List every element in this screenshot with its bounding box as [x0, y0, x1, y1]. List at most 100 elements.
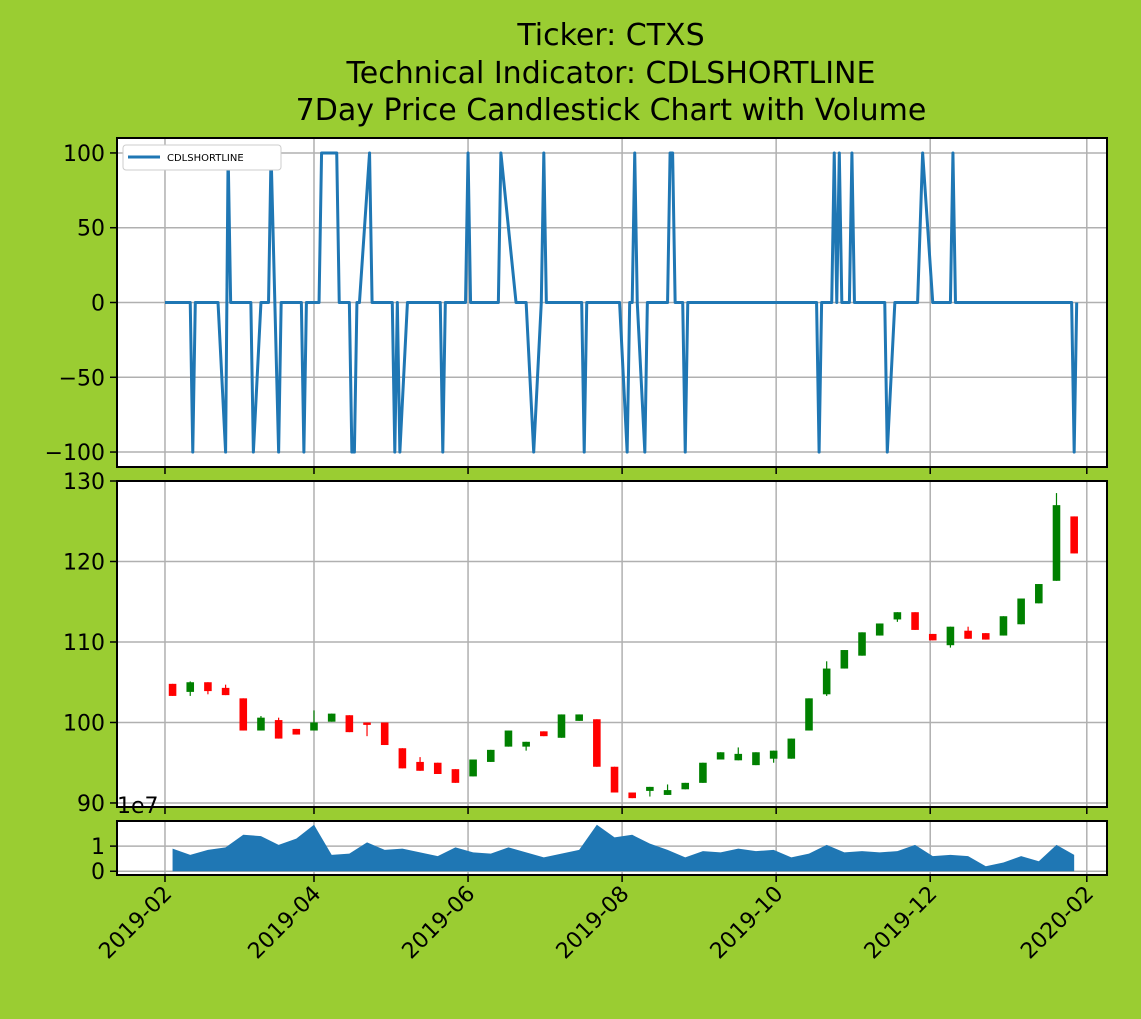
- candle-up: [858, 632, 866, 656]
- y-tick-label: 100: [63, 711, 105, 736]
- candle-down: [204, 682, 212, 695]
- y-tick-labels: 100 50 0 −50 −100: [45, 142, 105, 466]
- candle-up: [327, 713, 336, 722]
- candle-down: [928, 633, 937, 641]
- y-ticks: [110, 480, 117, 804]
- x-ticks: [164, 467, 1088, 474]
- candle-body: [787, 738, 796, 759]
- candle-body: [451, 769, 460, 783]
- candle-up: [699, 762, 707, 783]
- candle-down: [628, 792, 636, 799]
- candle-body: [345, 715, 354, 733]
- candle-body: [981, 633, 990, 640]
- candle-body: [999, 616, 1008, 636]
- indicator-panel: 100 50 0 −50 −100 CDLSHORTLINE: [45, 137, 1108, 474]
- candle-up: [716, 752, 725, 760]
- x-ticks: [164, 807, 1088, 814]
- candle-body: [327, 713, 336, 722]
- candle-body: [310, 722, 318, 731]
- chart-title: Ticker: CTXS Technical Indicator: CDLSHO…: [296, 18, 927, 128]
- candle-down: [274, 717, 283, 739]
- y-tick-label: 50: [77, 217, 105, 242]
- candle-up: [875, 623, 884, 636]
- candle-body: [504, 730, 513, 747]
- candle-down: [1070, 516, 1078, 554]
- candle-up: [946, 626, 955, 648]
- y-tick-labels: 01: [91, 835, 105, 885]
- candle-down: [363, 722, 371, 737]
- candle-down: [239, 698, 248, 731]
- candle-body: [204, 682, 212, 692]
- candle-down: [981, 633, 990, 640]
- candle-body: [1035, 584, 1043, 604]
- candle-body: [875, 623, 884, 636]
- candle-up: [787, 738, 796, 759]
- y-tick-label: −100: [45, 441, 105, 466]
- title-line-2: Technical Indicator: CDLSHORTLINE: [346, 56, 876, 91]
- candle-up: [893, 612, 902, 622]
- y-ticks: [110, 845, 117, 872]
- y-tick-label: 1: [91, 835, 105, 860]
- candle-up: [752, 752, 760, 766]
- candle-up: [310, 710, 318, 731]
- candle-down: [433, 762, 442, 774]
- plot-border: [116, 820, 1108, 876]
- legend: CDLSHORTLINE: [122, 144, 282, 171]
- candle-body: [1017, 598, 1025, 625]
- candle-up: [186, 681, 195, 696]
- candle-down: [540, 731, 548, 737]
- candle-up: [486, 749, 495, 762]
- candle-body: [221, 687, 230, 696]
- candle-body: [274, 720, 283, 739]
- candle-up: [522, 741, 530, 751]
- candle-body: [663, 790, 672, 795]
- candle-body: [1052, 505, 1061, 581]
- candle-down: [345, 715, 354, 733]
- title-line-3: 7Day Price Candlestick Chart with Volume: [296, 93, 927, 128]
- candle-up: [769, 750, 778, 763]
- candle-up: [663, 784, 672, 795]
- legend-box: [122, 144, 282, 171]
- candle-up: [681, 782, 690, 790]
- candle-body: [257, 717, 265, 731]
- y-tick-label: 120: [63, 550, 105, 575]
- candle-down: [380, 722, 389, 746]
- candle-body: [840, 650, 849, 669]
- candle-body: [469, 759, 477, 777]
- candle-body: [186, 682, 195, 692]
- candle-up: [646, 786, 654, 797]
- candle-body: [363, 722, 371, 725]
- volume-panel: 01 1e7: [91, 794, 1108, 885]
- candle-body: [646, 786, 654, 791]
- candle-body: [964, 630, 972, 639]
- candle-down: [911, 612, 919, 630]
- y-tick-label: 0: [91, 860, 105, 885]
- candle-down: [221, 684, 230, 696]
- candle-up: [822, 661, 831, 696]
- candle-up: [257, 716, 265, 731]
- candle-up: [575, 714, 583, 721]
- volume-offset-text: 1e7: [117, 794, 159, 819]
- volume-area: [172, 824, 1075, 872]
- candle-body: [769, 750, 778, 759]
- candle-body: [522, 741, 530, 747]
- legend-label: CDLSHORTLINE: [167, 153, 244, 164]
- plot-area: [117, 481, 1107, 807]
- y-tick-label: 90: [77, 792, 105, 817]
- y-tick-label: 130: [63, 470, 105, 495]
- candle-body: [486, 749, 495, 762]
- y-tick-labels: 90 100 110 120 130: [63, 470, 105, 817]
- candles: [168, 493, 1078, 799]
- candle-up: [1017, 598, 1025, 625]
- series-line-cdlshortline: [164, 151, 1079, 454]
- price-panel: 90 100 110 120 130: [63, 470, 1108, 817]
- candle-down: [593, 719, 601, 767]
- candle-down: [398, 748, 407, 769]
- candle-up: [504, 730, 513, 747]
- candle-body: [628, 792, 636, 799]
- candle-down: [451, 769, 460, 783]
- y-ticks: [110, 152, 117, 453]
- candle-body: [716, 752, 725, 760]
- candle-up: [840, 650, 849, 669]
- x-ticks: [164, 875, 1088, 882]
